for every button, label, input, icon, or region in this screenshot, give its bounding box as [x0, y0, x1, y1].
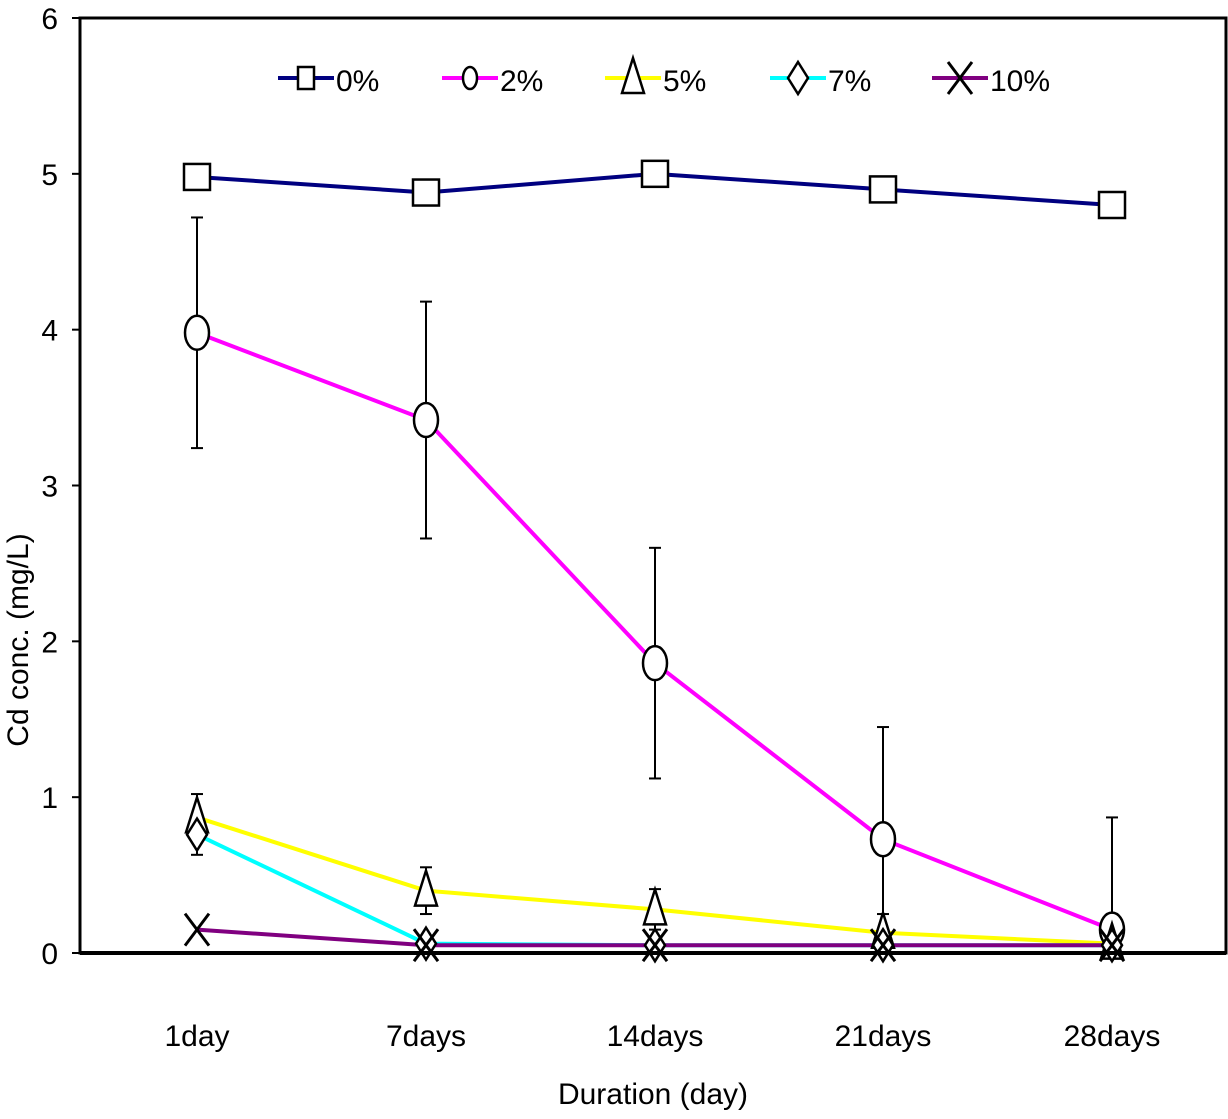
legend-marker — [620, 53, 646, 95]
series-layer — [182, 159, 1127, 964]
legend-marker — [461, 65, 479, 91]
y-tick-label: 3 — [41, 471, 58, 504]
data-point-0pct — [182, 162, 212, 192]
x-axis-title: Duration (day) — [558, 1078, 748, 1111]
x-tick-label: 14days — [607, 1020, 704, 1053]
data-point-10pct — [641, 928, 669, 963]
data-point-2pct — [183, 314, 211, 352]
x-tick-label: 28days — [1064, 1020, 1161, 1053]
legend-item: 0% — [278, 65, 379, 98]
data-point-0pct — [1097, 190, 1127, 220]
data-point-10pct — [869, 928, 897, 963]
y-tick-label: 2 — [41, 626, 58, 659]
x-tick-label: 21days — [835, 1020, 932, 1053]
y-tick-label: 5 — [41, 159, 58, 192]
legend-marker — [946, 61, 974, 95]
data-point-10pct — [1098, 928, 1126, 963]
data-point-2pct — [412, 401, 440, 439]
x-tick-label: 7days — [386, 1020, 466, 1053]
data-point-2pct — [869, 820, 897, 858]
data-point-10pct — [183, 912, 211, 947]
legend-label: 0% — [336, 65, 379, 98]
legend: 0% 2% 5% 7% 10% — [278, 53, 1050, 98]
y-axis-title: Cd conc. (mg/L) — [2, 533, 35, 746]
legend-marker — [786, 59, 810, 97]
y-tick-label: 4 — [41, 315, 58, 348]
legend-label: 10% — [990, 65, 1050, 98]
data-point-0pct — [411, 178, 441, 207]
legend-item: 5% — [605, 53, 706, 98]
plot-frame — [78, 16, 1228, 955]
y-tick-label: 1 — [41, 782, 58, 815]
legend-item: 7% — [770, 59, 871, 98]
data-point-5pct — [642, 885, 668, 926]
legend-label: 2% — [500, 65, 543, 98]
legend-label: 7% — [828, 65, 871, 98]
data-point-7pct — [185, 816, 209, 853]
y-tick-label: 0 — [41, 938, 58, 971]
data-point-2pct — [641, 644, 669, 682]
legend-label: 5% — [663, 65, 706, 98]
data-point-0pct — [868, 175, 898, 204]
data-point-10pct — [412, 928, 440, 963]
data-point-5pct — [413, 866, 439, 907]
legend-item: 2% — [442, 65, 543, 98]
x-tick-label: 1day — [164, 1020, 229, 1053]
axes: 0 1 2 3 4 5 6 1day 7days 14days 21days 28days — [41, 3, 1228, 1053]
legend-marker — [296, 65, 316, 91]
y-tick-label: 6 — [41, 3, 58, 36]
legend-item: 10% — [932, 61, 1050, 98]
data-point-0pct — [640, 159, 670, 189]
